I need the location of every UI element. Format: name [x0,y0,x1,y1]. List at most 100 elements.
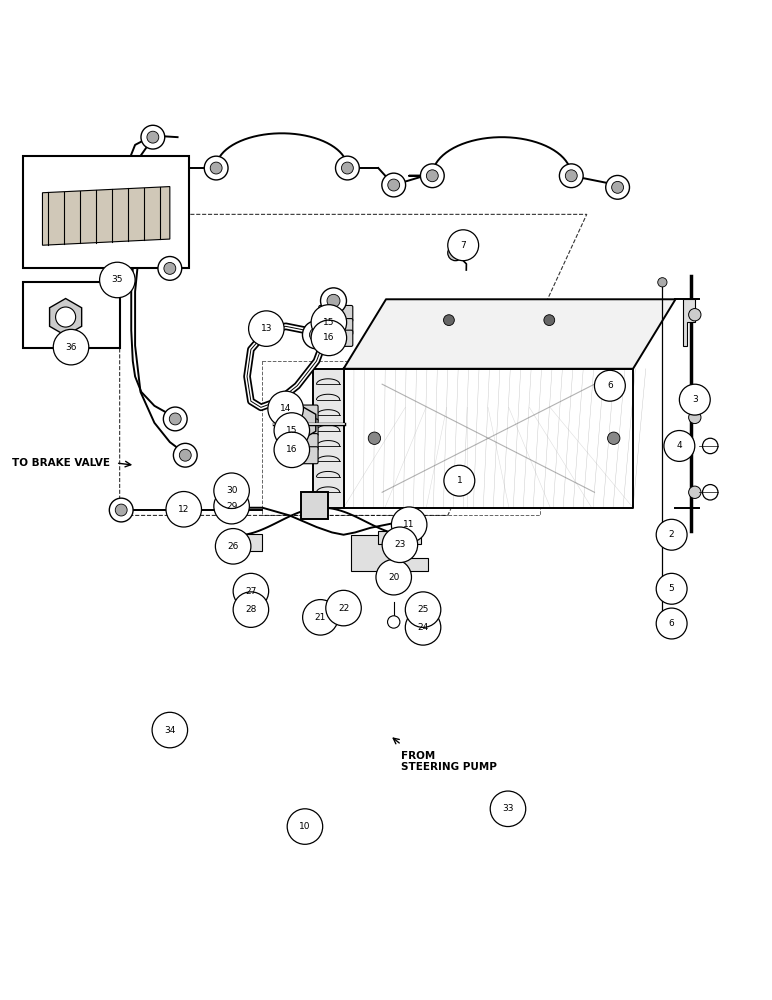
Text: 15: 15 [286,426,297,435]
Circle shape [421,164,444,188]
Circle shape [303,600,338,635]
Circle shape [115,504,127,516]
Text: 25: 25 [418,605,428,614]
Circle shape [405,592,441,627]
Text: 13: 13 [261,324,272,333]
Text: 34: 34 [164,726,175,735]
Circle shape [443,315,454,326]
Circle shape [368,432,381,444]
Circle shape [703,438,718,454]
Circle shape [166,492,201,527]
Circle shape [53,329,89,365]
Text: 22: 22 [338,604,349,613]
FancyBboxPatch shape [319,319,353,335]
Circle shape [332,598,344,610]
Circle shape [147,131,159,143]
Polygon shape [344,369,633,508]
Circle shape [326,590,361,626]
Text: 10: 10 [300,822,310,831]
Polygon shape [301,492,328,519]
Circle shape [164,262,176,274]
Circle shape [376,559,411,595]
Circle shape [152,712,188,748]
Circle shape [426,170,438,182]
Circle shape [310,328,323,342]
Circle shape [268,391,303,427]
FancyBboxPatch shape [319,305,353,322]
Circle shape [230,487,244,501]
Circle shape [174,443,197,467]
Circle shape [703,485,718,500]
Circle shape [179,449,191,461]
FancyBboxPatch shape [319,330,353,346]
FancyBboxPatch shape [280,447,318,464]
Text: 21: 21 [315,613,326,622]
Circle shape [388,616,400,628]
Circle shape [560,164,583,188]
Circle shape [110,498,133,522]
Circle shape [382,527,418,563]
Text: 36: 36 [66,343,76,352]
Text: 28: 28 [245,605,256,614]
Polygon shape [313,369,344,508]
Circle shape [311,320,347,356]
Circle shape [656,573,687,604]
Circle shape [100,262,135,298]
Text: 33: 33 [503,804,513,813]
Circle shape [274,413,310,448]
Circle shape [287,809,323,844]
Circle shape [303,321,330,349]
Circle shape [158,257,181,280]
Text: 23: 23 [394,540,405,549]
Text: 12: 12 [178,505,189,514]
Circle shape [448,230,479,261]
Circle shape [320,288,347,314]
Circle shape [311,305,347,340]
Circle shape [444,465,475,496]
Text: 16: 16 [286,445,297,454]
Text: 20: 20 [388,573,399,582]
Circle shape [215,529,251,564]
Text: 6: 6 [669,619,675,628]
Circle shape [233,490,241,498]
Bar [235,584,266,598]
Circle shape [656,519,687,550]
Circle shape [611,181,624,193]
Text: 24: 24 [418,623,428,632]
Circle shape [388,179,400,191]
Circle shape [249,311,284,346]
Circle shape [658,278,667,287]
FancyBboxPatch shape [280,405,318,422]
Circle shape [141,125,164,149]
Polygon shape [286,406,316,440]
Circle shape [594,370,625,401]
Text: FROM
STEERING PUMP: FROM STEERING PUMP [401,751,497,772]
Circle shape [214,488,249,524]
Circle shape [164,407,187,431]
Text: 7: 7 [460,241,466,250]
Circle shape [233,573,269,609]
Polygon shape [351,535,428,571]
Circle shape [240,601,254,615]
Text: 30: 30 [226,486,237,495]
Circle shape [382,173,405,197]
Polygon shape [378,531,421,544]
Circle shape [689,411,701,424]
Text: 2: 2 [669,530,675,539]
FancyBboxPatch shape [280,434,318,451]
Circle shape [233,502,241,510]
Text: 3: 3 [692,395,698,404]
Circle shape [210,162,222,174]
Circle shape [656,608,687,639]
Circle shape [608,432,620,444]
Text: 35: 35 [112,275,123,284]
Bar [23,156,189,268]
Circle shape [689,486,701,498]
Text: 29: 29 [226,502,237,511]
Text: 27: 27 [245,587,256,596]
Bar [220,534,262,551]
Circle shape [391,507,427,542]
Circle shape [679,384,710,415]
Polygon shape [683,299,695,346]
Circle shape [205,156,228,180]
